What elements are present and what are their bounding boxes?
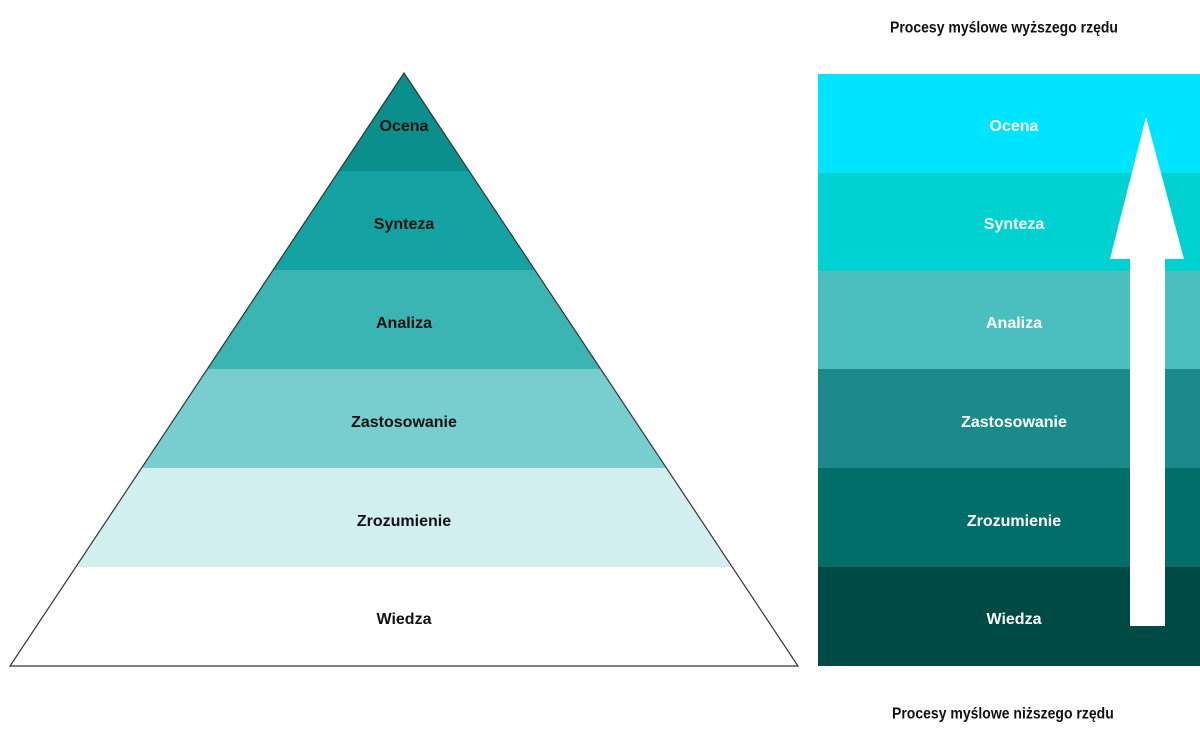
up-arrow-icon bbox=[1110, 117, 1184, 626]
pyramid-level-zrozumienie bbox=[75, 468, 733, 567]
pyramid-label-zrozumienie: Zrozumienie bbox=[357, 513, 451, 530]
ladder-label-synteza: Synteza bbox=[984, 216, 1045, 233]
higher-order-caption: Procesy myślowe wyższego rzędu bbox=[890, 17, 1118, 37]
ladder-label-wiedza: Wiedza bbox=[987, 611, 1042, 628]
lower-order-caption: Procesy myślowe niższego rzędu bbox=[892, 703, 1114, 723]
pyramid-level-zastosowanie bbox=[141, 369, 667, 468]
pyramid-level-wiedza bbox=[10, 567, 798, 666]
pyramid-label-wiedza: Wiedza bbox=[377, 611, 432, 628]
ladder-label-analiza: Analiza bbox=[986, 315, 1042, 332]
pyramid-label-analiza: Analiza bbox=[376, 315, 432, 332]
ladder-label-zrozumienie: Zrozumienie bbox=[967, 513, 1061, 530]
pyramid-level-ocena bbox=[338, 73, 470, 171]
pyramid-level-synteza bbox=[273, 171, 535, 270]
pyramid-label-synteza: Synteza bbox=[374, 216, 435, 233]
ladder-label-zastosowanie: Zastosowanie bbox=[961, 414, 1067, 431]
pyramid-label-zastosowanie: Zastosowanie bbox=[351, 414, 457, 431]
pyramid-outline bbox=[8, 71, 800, 667]
pyramid-level-analiza bbox=[207, 270, 601, 369]
pyramid-label-ocena: Ocena bbox=[380, 118, 429, 135]
ladder-label-ocena: Ocena bbox=[990, 118, 1039, 135]
